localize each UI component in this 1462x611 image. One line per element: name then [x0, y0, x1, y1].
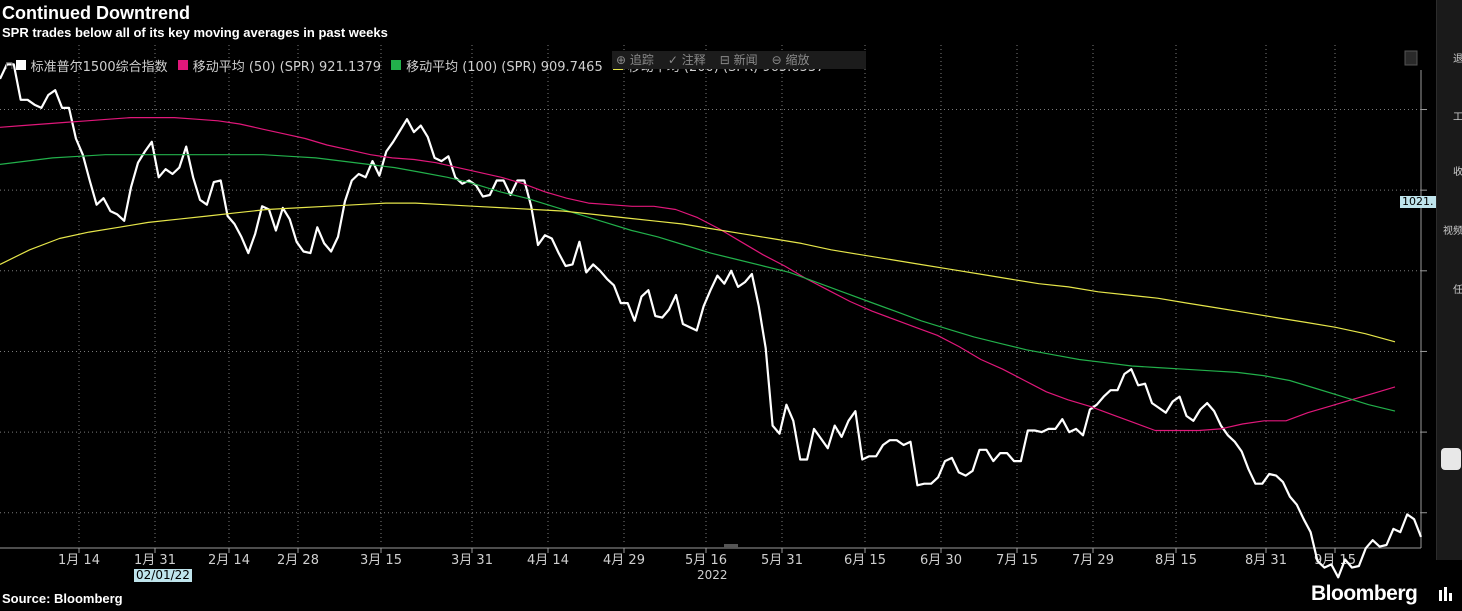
panel-button-video[interactable]: 视频: [1443, 226, 1462, 237]
x-tick-label: 5月 31: [761, 553, 803, 568]
legend-swatch: [177, 60, 188, 70]
x-tick-label: 8月 31: [1245, 553, 1287, 568]
current-price-label: 1021.: [1400, 195, 1436, 208]
x-tick-label: 7月 15: [996, 553, 1038, 568]
x-tick-label: 8月 15: [1155, 553, 1197, 568]
chart-title: Continued Downtrend: [2, 3, 190, 23]
source-note: Source: Bloomberg: [2, 591, 123, 606]
resize-handle-icon: [724, 544, 738, 548]
x-tick-label: 2月 28: [277, 553, 319, 568]
panel-button-exit[interactable]: 退: [1453, 54, 1462, 65]
spr-index-line: [0, 63, 1423, 579]
chart-subtitle: SPR trades below all of its key moving a…: [2, 25, 388, 40]
track-button[interactable]: ⊕ 追踪: [616, 53, 654, 67]
x-tick-label: 6月 30: [920, 553, 962, 568]
year-label: 2022: [697, 568, 728, 582]
right-side-panel: 退 工 收 视频 任: [1436, 0, 1462, 560]
cursor-date-label: 02/01/22: [134, 568, 192, 582]
bloomberg-mark-icon: [1439, 587, 1452, 601]
x-tick-label: 3月 15: [360, 553, 402, 568]
x-tick-label: 9月 15: [1314, 553, 1356, 568]
x-tick-label: 1月 14: [58, 553, 100, 568]
x-tick-label: 5月 16: [685, 553, 727, 568]
panel-button-task[interactable]: 任: [1453, 285, 1462, 296]
emoji-icon[interactable]: [1441, 448, 1461, 470]
legend-item-ma100[interactable]: 移动平均 (100) (SPR) 909.7465: [391, 56, 603, 75]
x-tick-label: 4月 29: [603, 553, 645, 568]
x-tick-label: 7月 29: [1072, 553, 1114, 568]
legend-item-ma50[interactable]: 移动平均 (50) (SPR) 921.1379: [177, 56, 382, 75]
moving-average-line: [0, 202, 1396, 343]
bloomberg-logo: Bloomberg: [1311, 582, 1418, 605]
legend-swatch: [15, 60, 26, 70]
legend-swatch: [391, 60, 402, 70]
panel-button-tools[interactable]: 工: [1453, 112, 1462, 123]
zoom-button[interactable]: ⊖ 缩放: [771, 53, 810, 67]
legend-handle-icon[interactable]: ⊓: [5, 58, 14, 72]
panel-button-favorite[interactable]: 收: [1453, 167, 1462, 178]
x-tick-label: 1月 31: [134, 553, 176, 568]
moving-average-line: [0, 154, 1396, 412]
legend-item-spr[interactable]: 标准普尔1500综合指数: [15, 56, 168, 75]
x-tick-label: 2月 14: [208, 553, 250, 568]
legend-label: 移动平均 (50) (SPR) 921.1379: [192, 59, 382, 75]
legend-label: 标准普尔1500综合指数: [30, 59, 168, 75]
legend-label: 移动平均 (100) (SPR) 909.7465: [406, 59, 603, 75]
moving-average-line: [0, 116, 1396, 432]
scroll-control-icon: [1404, 50, 1418, 66]
x-tick-label: 4月 14: [527, 553, 569, 568]
chart-toolbar: ⊕ 追踪 ✓ 注释 ⊟ 新闻 ⊖ 缩放: [612, 51, 866, 69]
annotate-button[interactable]: ✓ 注释: [667, 53, 706, 67]
x-tick-label: 6月 15: [844, 553, 886, 568]
x-tick-label: 3月 31: [451, 553, 493, 568]
line-chart: 1月 14 1月 31 2月 14 2月 28 3月 15 3月 31 4月 14 4月 29…: [0, 45, 1427, 579]
news-button[interactable]: ⊟ 新闻: [719, 53, 758, 67]
